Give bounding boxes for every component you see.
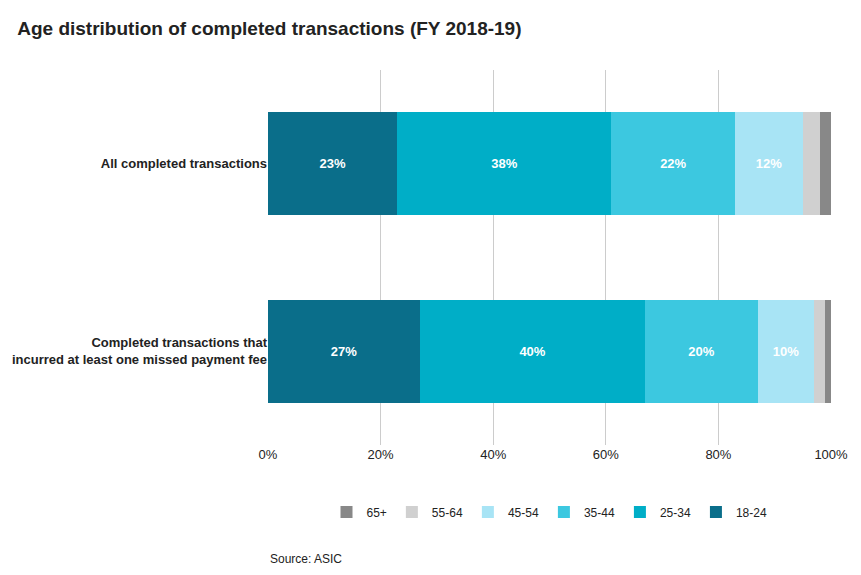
svg-text:55-64: 55-64 [432, 506, 463, 520]
svg-text:65+: 65+ [367, 506, 387, 520]
svg-text:22%: 22% [660, 156, 686, 171]
svg-text:Source: ASIC: Source: ASIC [270, 552, 342, 566]
svg-text:12%: 12% [756, 156, 782, 171]
svg-text:100%: 100% [814, 447, 848, 462]
svg-text:45-54: 45-54 [508, 506, 539, 520]
svg-text:Completed transactions thatinc: Completed transactions thatincurred at l… [12, 335, 268, 367]
svg-text:80%: 80% [705, 447, 731, 462]
svg-text:20%: 20% [368, 447, 394, 462]
svg-text:38%: 38% [491, 156, 517, 171]
svg-text:40%: 40% [480, 447, 506, 462]
svg-text:35-44: 35-44 [584, 506, 615, 520]
svg-text:60%: 60% [593, 447, 619, 462]
svg-text:All completed transactions: All completed transactions [101, 156, 267, 171]
svg-text:10%: 10% [773, 344, 799, 359]
svg-text:40%: 40% [519, 344, 545, 359]
svg-text:25-34: 25-34 [660, 506, 691, 520]
svg-text:18-24: 18-24 [736, 506, 767, 520]
svg-text:0%: 0% [259, 447, 278, 462]
svg-text:27%: 27% [331, 344, 357, 359]
svg-text:Age distribution of completed: Age distribution of completed transactio… [17, 18, 521, 39]
svg-text:23%: 23% [320, 156, 346, 171]
svg-text:20%: 20% [688, 344, 714, 359]
